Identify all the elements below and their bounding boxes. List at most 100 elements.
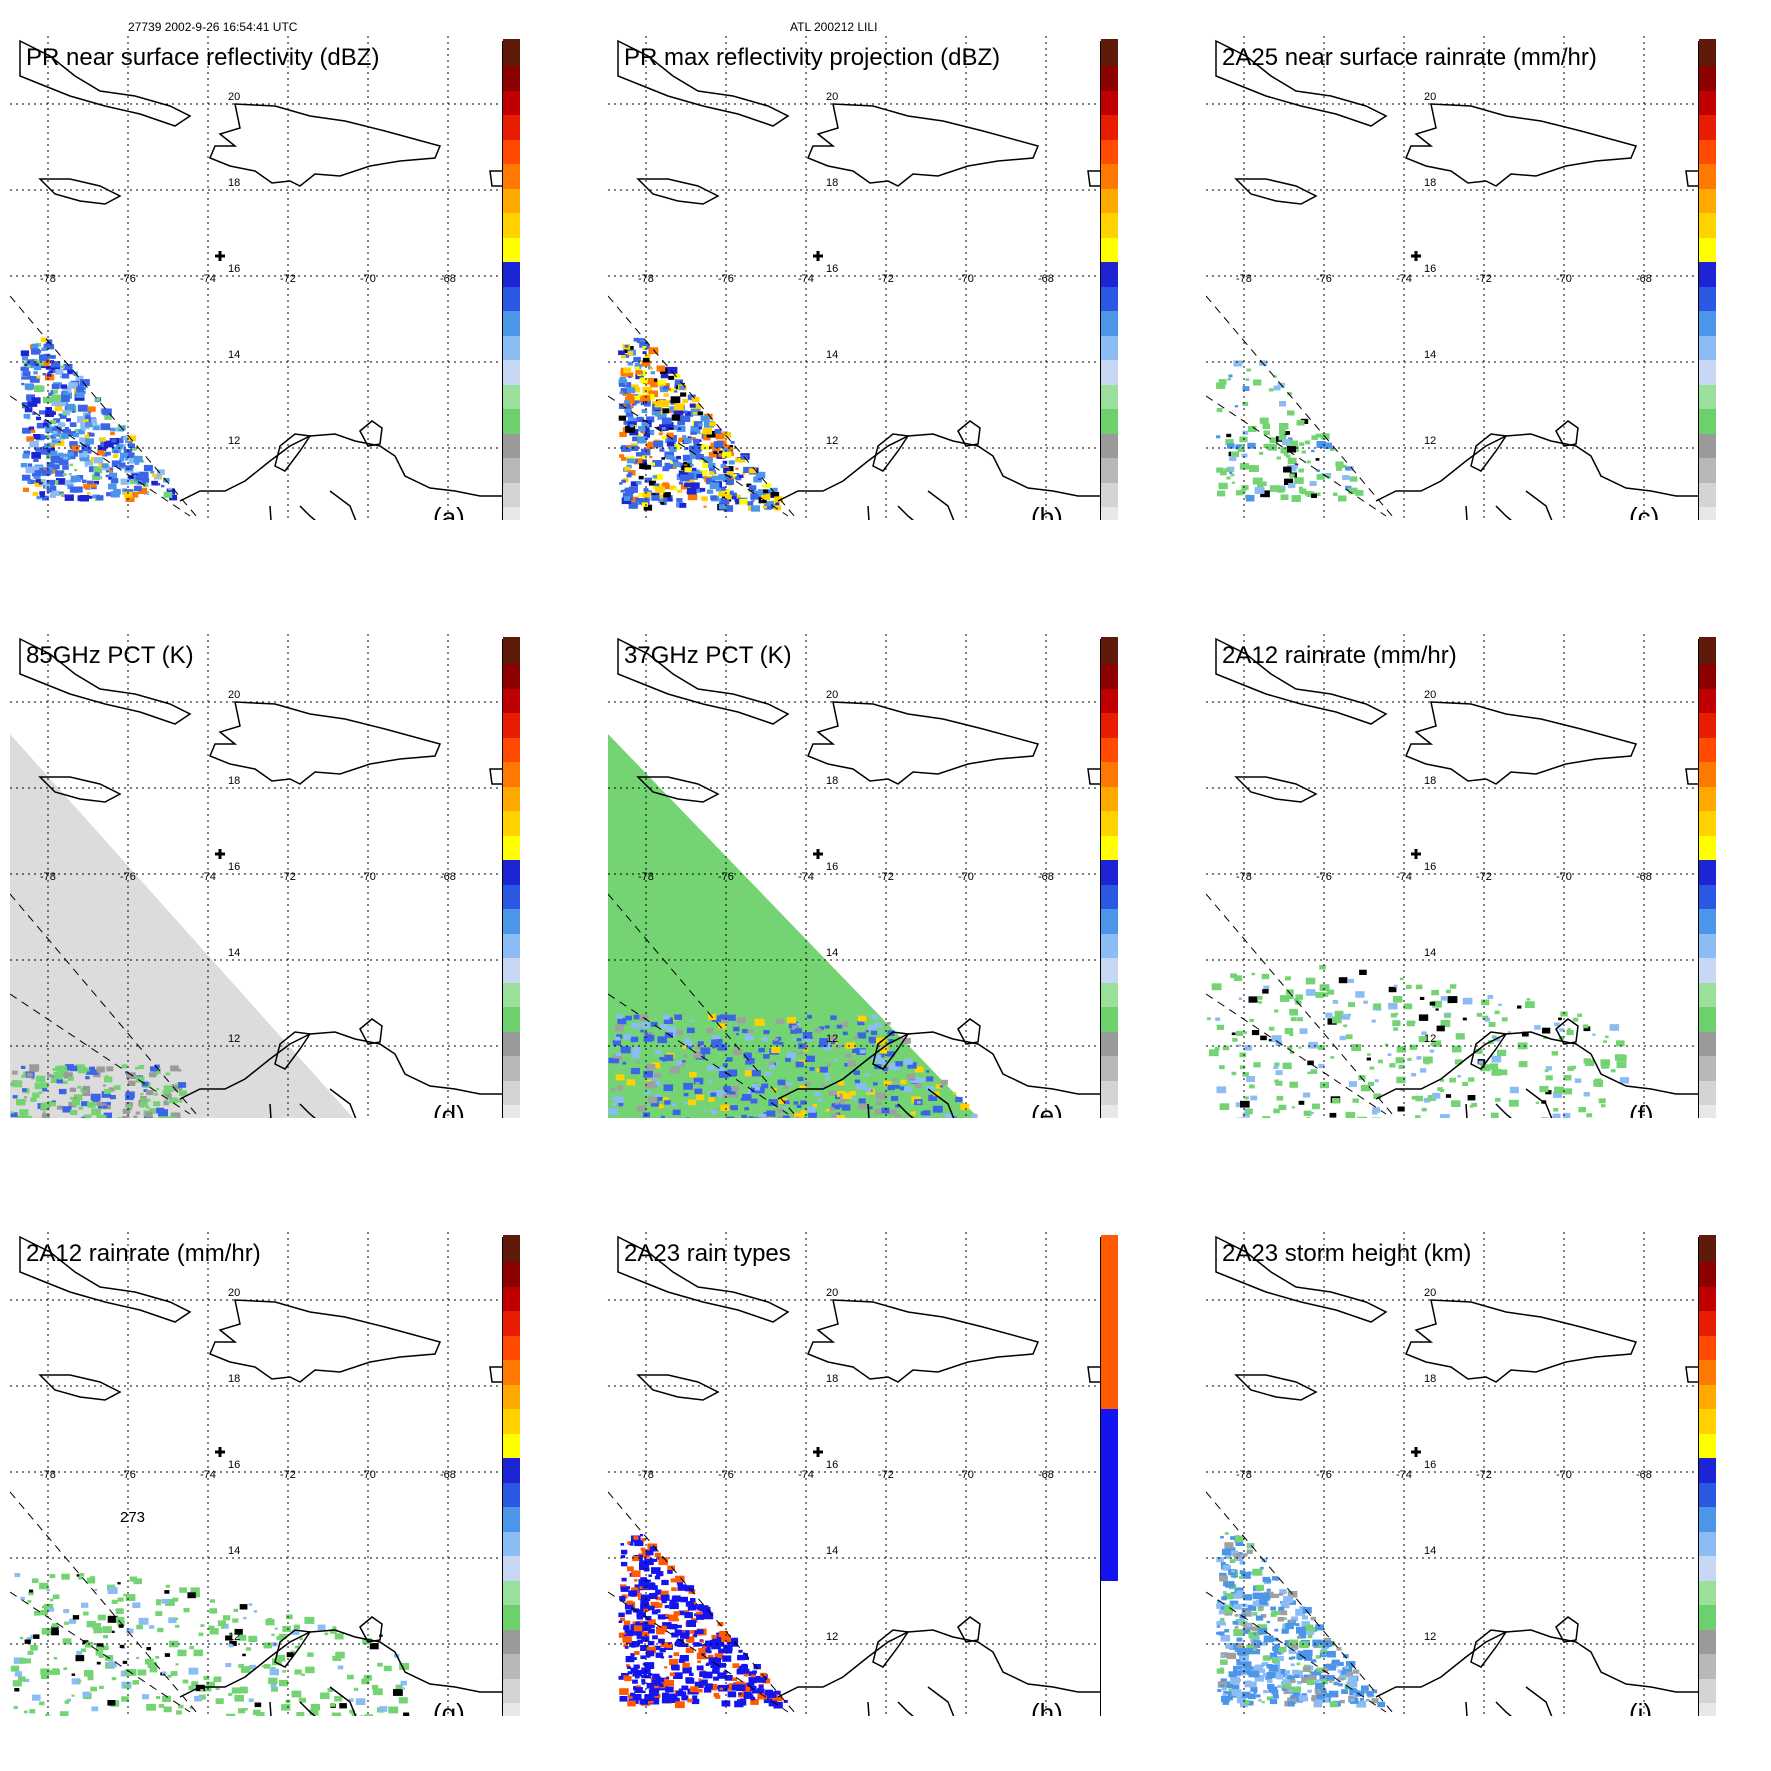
rain-pixel xyxy=(1554,1022,1560,1027)
rain-pixel xyxy=(349,1709,355,1714)
rain-pixel xyxy=(784,1100,789,1104)
rain-pixel xyxy=(623,367,632,374)
colorbar-segment xyxy=(1101,857,1118,885)
rain-pixel xyxy=(650,1021,658,1027)
rain-pixel xyxy=(719,486,726,491)
coastline xyxy=(872,1629,910,1668)
rain-pixel xyxy=(62,385,72,393)
rain-pixel xyxy=(1291,1656,1296,1660)
rain-pixel xyxy=(309,1709,319,1716)
rain-pixel xyxy=(644,1558,654,1566)
rain-pixel xyxy=(31,1578,39,1583)
rain-pixel xyxy=(710,1662,718,1668)
rain-pixel xyxy=(639,1534,644,1537)
rain-pixel xyxy=(92,494,98,499)
rain-pixel xyxy=(83,1611,89,1616)
coastline xyxy=(179,1629,510,1698)
colorbar-segment xyxy=(503,1529,520,1557)
rain-pixel xyxy=(690,437,696,441)
rain-pixel xyxy=(82,1691,91,1698)
rain-pixel xyxy=(768,1700,778,1707)
rain-pixel xyxy=(1545,1066,1552,1071)
rain-pixel xyxy=(692,1695,698,1699)
rain-pixel xyxy=(790,1029,798,1034)
coastline xyxy=(957,1018,981,1045)
rain-pixel xyxy=(775,1036,782,1041)
colorbar-segment xyxy=(503,1078,520,1106)
rain-pixel xyxy=(121,1696,129,1702)
rain-pixel xyxy=(640,1655,646,1659)
lon-tick-label: -68 xyxy=(1636,871,1652,883)
rain-pixel xyxy=(45,1713,50,1716)
rain-pixel xyxy=(53,1071,63,1079)
rain-pixel xyxy=(156,1087,160,1090)
rain-pixel xyxy=(24,363,28,366)
rain-pixel xyxy=(774,1037,779,1041)
rain-pixel xyxy=(226,1713,236,1716)
rain-pixel xyxy=(355,1698,366,1705)
rain-pixel xyxy=(1363,1000,1368,1004)
rain-pixel xyxy=(151,480,158,486)
colorbar-segment xyxy=(503,1053,520,1081)
rain-pixel xyxy=(748,468,757,474)
panel-label: (i) xyxy=(1629,1698,1653,1716)
rain-pixel xyxy=(726,1640,732,1645)
rain-pixel xyxy=(1406,1020,1415,1027)
rain-pixel xyxy=(758,477,762,480)
rain-pixel xyxy=(42,422,49,427)
rain-pixel xyxy=(1230,973,1237,979)
rain-pixel xyxy=(1248,1631,1259,1639)
rain-pixel xyxy=(682,1662,690,1668)
rain-pixel xyxy=(669,1623,678,1630)
rain-pixel xyxy=(1254,1640,1262,1646)
rain-pixel xyxy=(1266,1620,1271,1624)
coastline xyxy=(1375,433,1706,502)
rain-pixel xyxy=(711,1015,722,1022)
rain-pixel xyxy=(1222,1565,1231,1571)
rain-pixel xyxy=(1234,405,1239,408)
rain-pixel xyxy=(653,440,664,448)
rain-pixel xyxy=(1236,1660,1244,1666)
rain-pixel xyxy=(1294,477,1304,484)
rain-pixel xyxy=(1311,449,1315,453)
colorbar-segment xyxy=(1699,784,1716,812)
rain-pixel xyxy=(800,1110,807,1114)
rain-pixel xyxy=(107,1615,118,1623)
rain-pixel xyxy=(704,1683,713,1690)
rain-pixel xyxy=(888,1063,899,1071)
rain-pixel xyxy=(617,1018,627,1025)
rain-pixel xyxy=(628,1590,638,1597)
rain-pixel xyxy=(133,1578,142,1585)
rain-pixel xyxy=(1272,1669,1281,1676)
rain-pixel xyxy=(1326,1650,1336,1658)
rain-pixel xyxy=(36,422,45,429)
rain-pixel xyxy=(87,480,94,486)
colorbar-segment xyxy=(503,759,520,787)
rain-pixel xyxy=(635,1621,640,1625)
rain-pixel xyxy=(618,1620,623,1623)
colorbar-segment xyxy=(1699,1480,1716,1508)
rain-pixel xyxy=(163,1706,172,1713)
rain-pixel xyxy=(149,1108,157,1114)
rain-pixel xyxy=(1274,1079,1279,1083)
rain-pixel xyxy=(1411,1095,1417,1100)
rain-pixel xyxy=(828,1090,837,1096)
rain-pixel xyxy=(634,366,640,370)
rain-pixel xyxy=(1244,1108,1253,1115)
rain-pixel xyxy=(1242,1610,1251,1617)
rain-pixel xyxy=(145,1111,153,1118)
rain-pixel xyxy=(659,448,665,452)
rain-pixel xyxy=(119,462,126,467)
rain-pixel xyxy=(876,1092,886,1100)
rain-pixel xyxy=(714,429,722,434)
rain-pixel xyxy=(882,1067,888,1072)
rain-pixel xyxy=(162,1695,171,1702)
rain-pixel xyxy=(13,1657,24,1664)
rain-pixel xyxy=(698,1648,706,1653)
rain-pixel xyxy=(1258,1699,1262,1702)
lon-tick-label: -70 xyxy=(958,1469,974,1481)
rain-pixel xyxy=(253,1610,258,1613)
colorbar-segment xyxy=(503,1676,520,1704)
rain-pixel xyxy=(1235,1030,1244,1036)
rain-pixel xyxy=(1268,388,1274,392)
